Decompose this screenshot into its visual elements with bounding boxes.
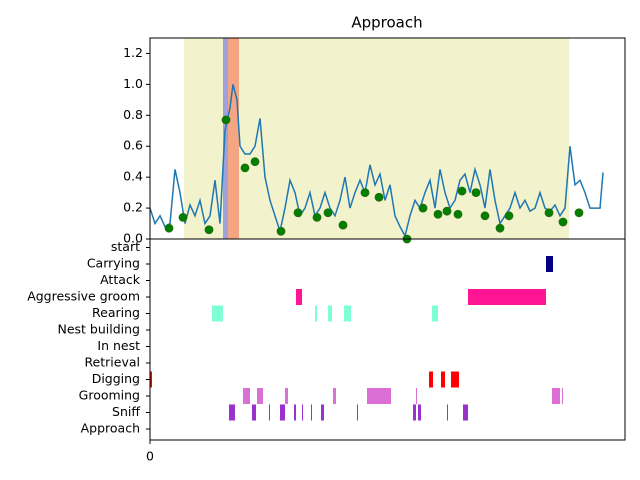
y-tick-label: 1.0 [123,76,143,91]
y-tick-label: 0.8 [123,107,143,122]
point [276,226,286,236]
event-bar [252,404,256,421]
event-bar [285,388,288,404]
span [223,38,228,239]
y-tick-label: 0.4 [123,169,143,184]
y-tick-label: Nest building [58,322,141,337]
y-tick-label: In nest [97,338,140,353]
event-bar [418,404,421,421]
point [338,220,348,230]
point [544,208,554,218]
span [184,38,569,239]
event-bar [463,404,468,421]
event-bar [562,388,563,404]
event-bar [212,305,223,322]
axes-frame [149,238,626,441]
event-bar [416,388,417,404]
event-bar [468,289,546,305]
event-bar [429,371,433,388]
span [228,38,239,239]
event-bar [357,404,358,421]
event-bar [447,404,448,421]
point [495,223,505,233]
point [178,212,188,222]
x-tick-label: 0 [146,449,154,464]
event-bar [367,388,391,404]
point [453,209,463,219]
y-tick-label: Carrying [87,256,140,271]
point [457,186,467,196]
event-bar [243,388,250,404]
y-tick-label: Retrieval [84,355,140,370]
y-tick-label: Attack [100,272,141,287]
event-bar [441,371,445,388]
point [293,208,303,218]
event-bar [294,404,296,421]
event-bar [333,388,336,404]
point [312,212,322,222]
event-bar [269,404,270,421]
chart-title: Approach [351,14,422,32]
event-bar [552,388,560,404]
point [504,211,514,221]
point [442,206,452,216]
event-bar [344,305,351,322]
event-bar [315,305,317,322]
y-tick-label: start [111,239,140,254]
event-bar [328,305,332,322]
event-bar [432,305,438,322]
y-tick-label: Grooming [79,388,140,403]
event-bar [302,404,303,421]
y-tick-label: Digging [92,371,140,386]
point [558,217,568,227]
event-bar [257,388,263,404]
event-bar [229,404,235,421]
point [574,208,584,218]
point [374,192,384,202]
event-bar [413,404,416,421]
event-bar [296,289,302,305]
y-tick-label: Approach [81,421,140,436]
point [240,163,250,173]
point [418,203,428,213]
y-tick-label: 0.2 [123,200,143,215]
event-bar [321,404,324,421]
y-tick-label: Sniff [112,404,140,419]
event-bar [280,404,285,421]
point [323,208,333,218]
y-tick-label: 0.6 [123,138,143,153]
event-bar [150,371,152,388]
point [221,115,231,125]
y-tick-label: Rearing [92,305,140,320]
event-bar [311,404,312,421]
y-tick-label: 0.0 [123,231,143,246]
event-bar [546,256,553,272]
point [433,209,443,219]
point [250,157,260,167]
point [360,188,370,198]
y-tick-label: 1.2 [123,45,143,60]
event-bar [451,371,459,388]
point [204,225,214,235]
point [480,211,490,221]
y-tick-label: Aggressive groom [27,289,140,304]
point [164,223,174,233]
point [471,188,481,198]
